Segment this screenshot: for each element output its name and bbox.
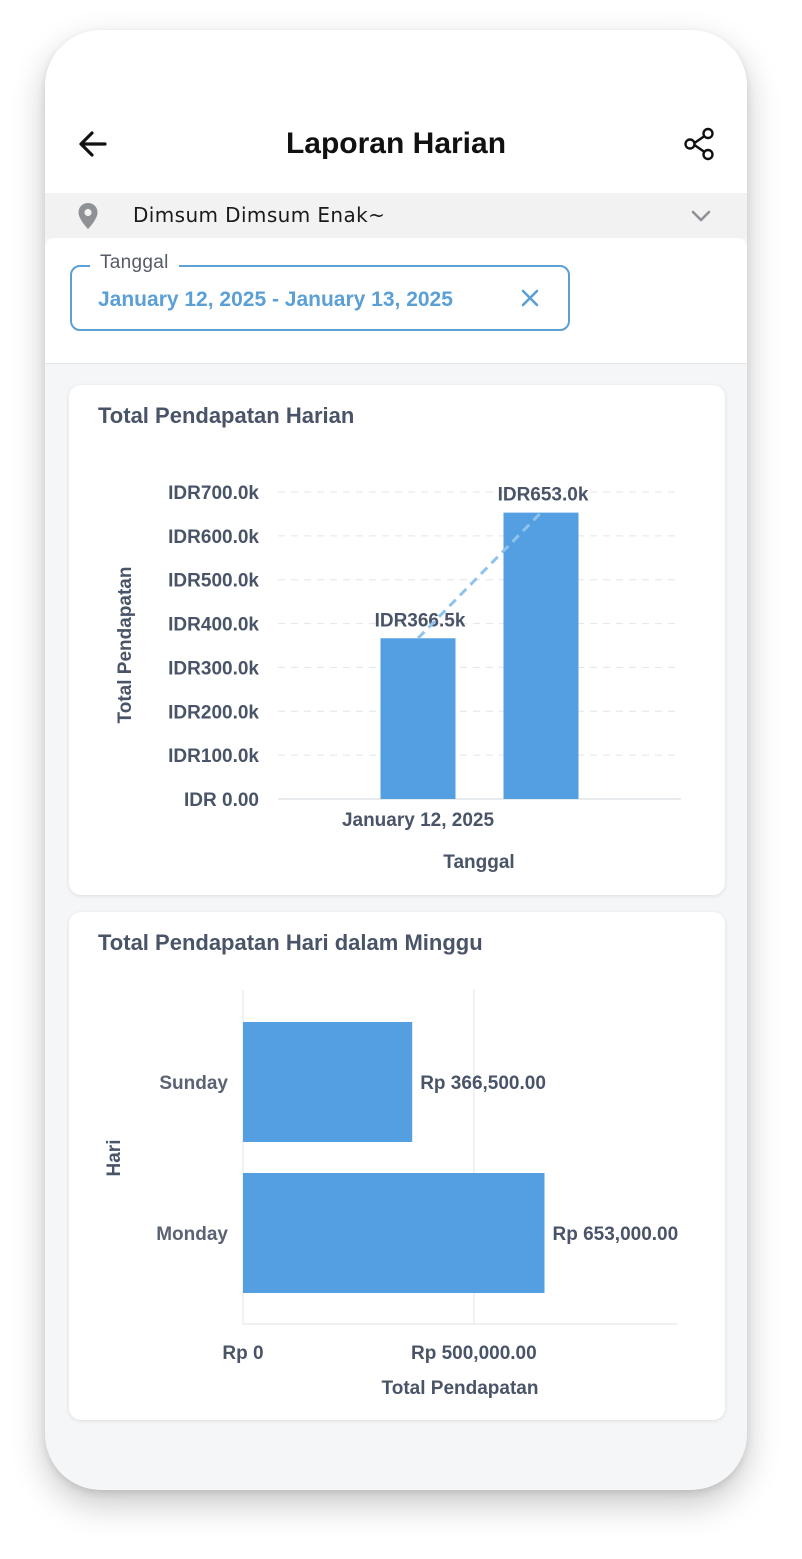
y-axis-title: Hari — [104, 1140, 125, 1177]
daily-revenue-chart: IDR 0.00 IDR100.0k IDR200.0k IDR300.0k IDR40… — [115, 483, 681, 873]
y-tick-label: Sunday — [159, 1073, 228, 1094]
y-tick-label: Monday — [156, 1224, 228, 1245]
location-selector[interactable]: Dimsum Dimsum Enak~ — [45, 193, 747, 238]
phone-frame: Laporan Harian Dimsum Dimsum Enak~ Tangg… — [45, 30, 747, 1490]
share-button[interactable] — [679, 124, 719, 164]
bar — [243, 1022, 413, 1142]
bar — [503, 512, 579, 799]
y-tick-label: IDR500.0k — [168, 571, 259, 592]
x-tick-label: Rp 0 — [222, 1343, 263, 1364]
y-tick-label: IDR 0.00 — [184, 790, 259, 811]
clear-date-button[interactable] — [518, 286, 542, 310]
x-axis-title: Tanggal — [443, 852, 514, 873]
location-pin-icon — [78, 203, 98, 229]
bar — [243, 1173, 545, 1293]
location-name: Dimsum Dimsum Enak~ — [133, 203, 386, 227]
daily-revenue-card: Total Pendapatan Harian IDR 0.00 IDR100.0… — [69, 385, 725, 895]
date-range-value: January 12, 2025 - January 13, 2025 — [98, 288, 453, 311]
y-tick-label: IDR300.0k — [168, 658, 259, 679]
data-label: IDR653.0k — [498, 485, 589, 506]
x-tick-label: January 12, 2025 — [342, 810, 495, 831]
chevron-down-icon — [691, 210, 711, 222]
data-label: Rp 653,000.00 — [552, 1224, 678, 1245]
page-title: Laporan Harian — [285, 127, 507, 160]
y-axis-title: Total Pendapatan — [115, 567, 136, 724]
y-tick-label: IDR700.0k — [168, 483, 259, 504]
date-range-field[interactable]: Tanggal January 12, 2025 - January 13, 2… — [70, 252, 570, 331]
y-tick-label: IDR200.0k — [168, 702, 259, 723]
x-tick-label: Rp 500,000.00 — [411, 1343, 537, 1364]
x-axis-title: Total Pendapatan — [382, 1378, 539, 1399]
app-header: Laporan Harian — [45, 30, 747, 193]
y-tick-label: IDR100.0k — [168, 746, 259, 767]
data-label: Rp 366,500.00 — [420, 1073, 546, 1094]
filter-section: Tanggal January 12, 2025 - January 13, 2… — [45, 238, 747, 364]
daily-revenue-title: Total Pendapatan Harian — [98, 403, 355, 428]
share-icon — [684, 127, 714, 161]
arrow-left-icon — [79, 131, 107, 157]
close-icon — [521, 289, 539, 307]
data-label: IDR366.5k — [375, 610, 466, 631]
date-range-label: Tanggal — [90, 252, 179, 274]
y-tick-label: IDR600.0k — [168, 527, 259, 548]
back-button[interactable] — [73, 124, 113, 164]
weekday-revenue-title: Total Pendapatan Hari dalam Minggu — [98, 930, 483, 955]
bar — [380, 638, 456, 799]
weekday-revenue-chart: Rp 0 Rp 500,000.00 Rp 366,500.00 Sunday Rp 6… — [104, 990, 678, 1399]
y-tick-label: IDR400.0k — [168, 615, 259, 636]
